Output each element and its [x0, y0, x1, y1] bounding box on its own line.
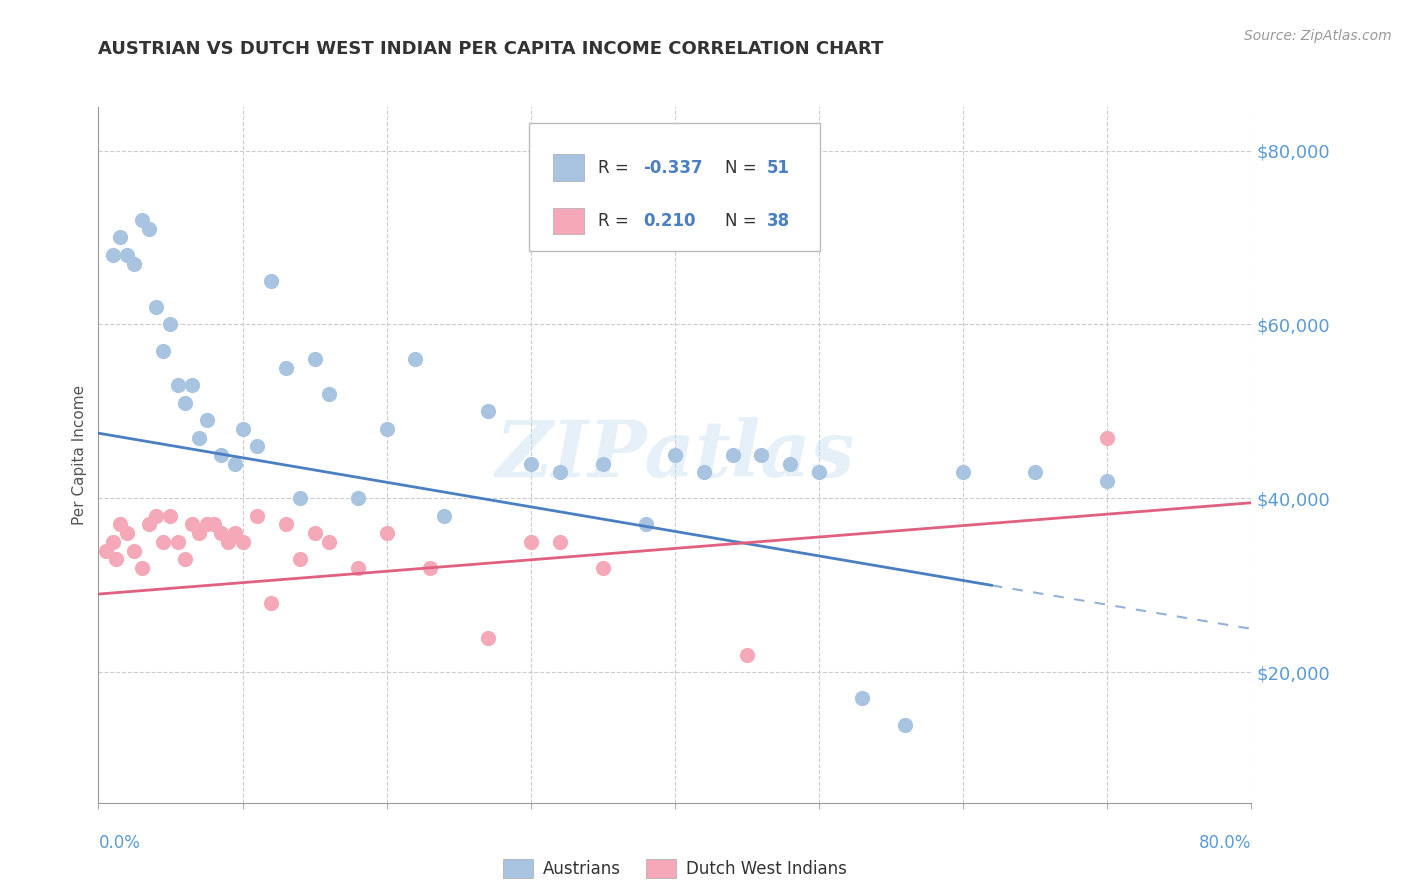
- Point: [779, 457, 801, 471]
- Text: N =: N =: [725, 212, 762, 230]
- Point: [636, 517, 658, 532]
- Text: AUSTRIAN VS DUTCH WEST INDIAN PER CAPITA INCOME CORRELATION CHART: AUSTRIAN VS DUTCH WEST INDIAN PER CAPITA…: [98, 40, 884, 58]
- Point: [181, 378, 204, 392]
- Point: [318, 534, 340, 549]
- Point: [548, 534, 571, 549]
- Point: [433, 508, 456, 523]
- Point: [1097, 430, 1119, 444]
- Point: [224, 526, 246, 541]
- Point: [375, 422, 398, 436]
- Point: [124, 257, 146, 271]
- Text: -0.337: -0.337: [644, 159, 703, 177]
- Point: [751, 448, 773, 462]
- Point: [117, 248, 138, 262]
- Point: [346, 561, 368, 575]
- Text: 0.210: 0.210: [644, 212, 696, 230]
- Point: [952, 466, 974, 480]
- Point: [807, 466, 830, 480]
- Point: [117, 526, 138, 541]
- Point: [274, 517, 297, 532]
- Point: [231, 422, 254, 436]
- Text: 51: 51: [768, 159, 790, 177]
- Point: [202, 517, 225, 532]
- Point: [246, 508, 269, 523]
- Point: [1024, 466, 1046, 480]
- Text: N =: N =: [725, 159, 762, 177]
- Point: [188, 430, 211, 444]
- Text: Source: ZipAtlas.com: Source: ZipAtlas.com: [1244, 29, 1392, 43]
- Point: [260, 274, 283, 288]
- Point: [101, 534, 124, 549]
- Point: [159, 318, 181, 332]
- Point: [138, 517, 160, 532]
- Point: [894, 717, 917, 731]
- Point: [346, 491, 368, 506]
- Point: [548, 466, 571, 480]
- Point: [188, 526, 211, 541]
- Text: 80.0%: 80.0%: [1199, 834, 1251, 852]
- Point: [94, 543, 117, 558]
- Point: [217, 534, 239, 549]
- Point: [274, 361, 297, 376]
- Text: 0.0%: 0.0%: [98, 834, 141, 852]
- Point: [304, 352, 326, 367]
- Point: [181, 517, 204, 532]
- Point: [290, 491, 312, 506]
- Text: 38: 38: [768, 212, 790, 230]
- Point: [520, 534, 543, 549]
- Point: [224, 457, 246, 471]
- Point: [209, 526, 232, 541]
- Text: R =: R =: [599, 212, 640, 230]
- Legend: Austrians, Dutch West Indians: Austrians, Dutch West Indians: [496, 853, 853, 885]
- Point: [260, 596, 283, 610]
- Point: [721, 448, 744, 462]
- Point: [145, 300, 167, 314]
- Text: R =: R =: [599, 159, 634, 177]
- Point: [124, 543, 146, 558]
- Point: [174, 552, 197, 566]
- Point: [592, 561, 614, 575]
- Point: [152, 534, 174, 549]
- Point: [166, 534, 188, 549]
- Text: ZIPatlas: ZIPatlas: [495, 417, 855, 493]
- Point: [104, 552, 127, 566]
- Point: [108, 230, 131, 244]
- Point: [318, 387, 340, 401]
- Point: [246, 439, 269, 453]
- Point: [195, 413, 218, 427]
- Point: [101, 248, 124, 262]
- Point: [166, 378, 188, 392]
- Point: [419, 561, 441, 575]
- Point: [520, 457, 543, 471]
- Point: [304, 526, 326, 541]
- Y-axis label: Per Capita Income: Per Capita Income: [72, 384, 87, 525]
- Point: [131, 561, 153, 575]
- Point: [375, 526, 398, 541]
- Point: [231, 534, 254, 549]
- Point: [159, 508, 181, 523]
- Point: [1097, 474, 1119, 488]
- Point: [290, 552, 312, 566]
- Point: [152, 343, 174, 358]
- Point: [145, 508, 167, 523]
- Point: [664, 448, 686, 462]
- Point: [209, 448, 232, 462]
- Point: [477, 631, 499, 645]
- Point: [592, 457, 614, 471]
- Point: [195, 517, 218, 532]
- Point: [138, 222, 160, 236]
- Point: [131, 213, 153, 227]
- Point: [405, 352, 427, 367]
- Point: [735, 648, 758, 662]
- Point: [851, 691, 873, 706]
- Point: [693, 466, 716, 480]
- Point: [477, 404, 499, 418]
- Point: [174, 396, 197, 410]
- Point: [108, 517, 131, 532]
